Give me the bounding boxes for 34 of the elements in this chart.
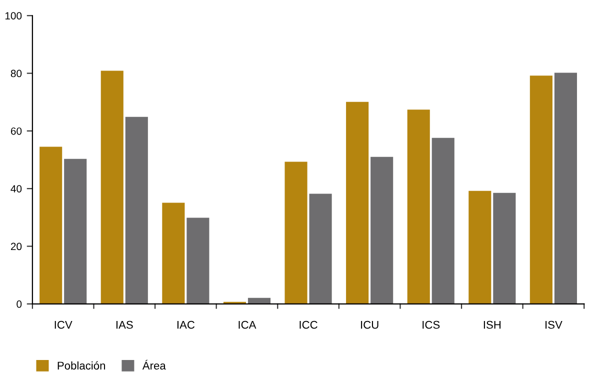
x-tick-label: ICC [300,320,318,329]
y-tick-label: 80 [10,70,22,78]
bar [64,158,87,304]
bar [248,298,271,304]
bar [493,192,516,304]
y-tick-label: 20 [10,242,22,250]
bar [186,218,210,304]
bar [468,190,492,304]
x-tick-label: ISH [484,320,501,329]
y-tick-label: 100 [5,12,22,20]
bar [309,194,332,304]
x-tick-label: ICV [54,320,72,329]
legend-label: Población [58,361,106,370]
bar [162,202,185,304]
bar [40,146,62,304]
bar [346,102,369,304]
bar [125,116,148,304]
bar [100,70,124,304]
bar [284,162,308,304]
x-tick-label: ISV [546,320,562,329]
bar [370,156,394,304]
y-tick-label: 40 [10,185,22,192]
y-tick-label: 60 [10,127,22,135]
x-tick-label: IAC [177,320,195,329]
y-tick-label: 0 [16,300,22,308]
bar [407,110,430,304]
x-tick-label: ICS [422,320,440,329]
x-tick-label: IAS [116,320,133,329]
bar [554,72,577,304]
x-tick-label: ICA [238,320,256,329]
x-tick-label: ICU [361,320,378,329]
bar [432,138,454,304]
legend-label: Área [142,360,166,370]
bar [530,76,552,304]
